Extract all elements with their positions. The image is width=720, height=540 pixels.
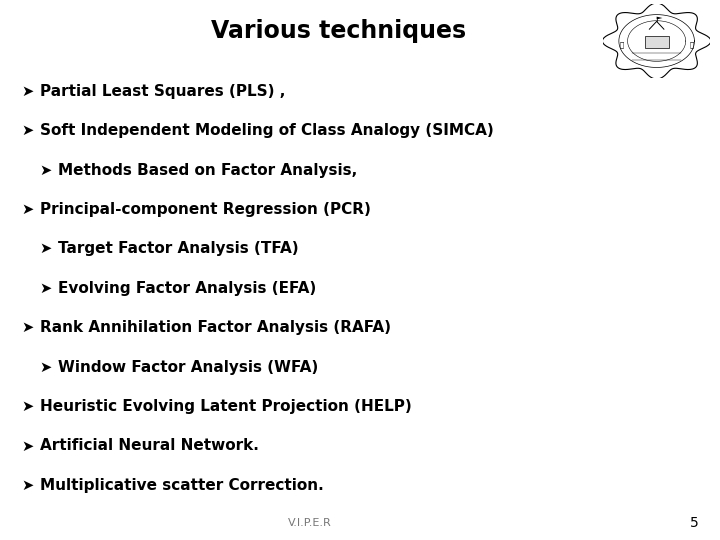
Text: ➤: ➤	[40, 163, 52, 178]
Text: Multiplicative scatter Correction.: Multiplicative scatter Correction.	[40, 478, 324, 493]
Text: Various techniques: Various techniques	[211, 19, 466, 43]
Text: V.I.P.E.R: V.I.P.E.R	[288, 518, 331, 528]
Text: Window Factor Analysis (WFA): Window Factor Analysis (WFA)	[58, 360, 318, 375]
Text: Partial Least Squares (PLS) ,: Partial Least Squares (PLS) ,	[40, 84, 286, 99]
Polygon shape	[657, 17, 662, 19]
Text: Principal-component Regression (PCR): Principal-component Regression (PCR)	[40, 202, 372, 217]
Text: ➤: ➤	[22, 123, 34, 138]
Text: ➤: ➤	[22, 320, 34, 335]
Text: Rank Annihilation Factor Analysis (RAFA): Rank Annihilation Factor Analysis (RAFA)	[40, 320, 392, 335]
Text: 5: 5	[690, 516, 698, 530]
Text: 🦁: 🦁	[689, 41, 693, 48]
Text: Heuristic Evolving Latent Projection (HELP): Heuristic Evolving Latent Projection (HE…	[40, 399, 412, 414]
Text: ➤: ➤	[22, 478, 34, 493]
Text: ➤: ➤	[22, 438, 34, 454]
Text: ➤: ➤	[22, 399, 34, 414]
Text: ➤: ➤	[40, 241, 52, 256]
Text: ➤: ➤	[40, 281, 52, 296]
Text: Soft Independent Modeling of Class Analogy (SIMCA): Soft Independent Modeling of Class Analo…	[40, 123, 494, 138]
Text: ➤: ➤	[22, 84, 34, 99]
Bar	[644, 36, 669, 48]
Text: Artificial Neural Network.: Artificial Neural Network.	[40, 438, 259, 454]
Text: Evolving Factor Analysis (EFA): Evolving Factor Analysis (EFA)	[58, 281, 317, 296]
Text: 🦁: 🦁	[620, 41, 624, 48]
Text: ➤: ➤	[40, 360, 52, 375]
Text: Methods Based on Factor Analysis,: Methods Based on Factor Analysis,	[58, 163, 358, 178]
Text: Target Factor Analysis (TFA): Target Factor Analysis (TFA)	[58, 241, 299, 256]
Text: ➤: ➤	[22, 202, 34, 217]
